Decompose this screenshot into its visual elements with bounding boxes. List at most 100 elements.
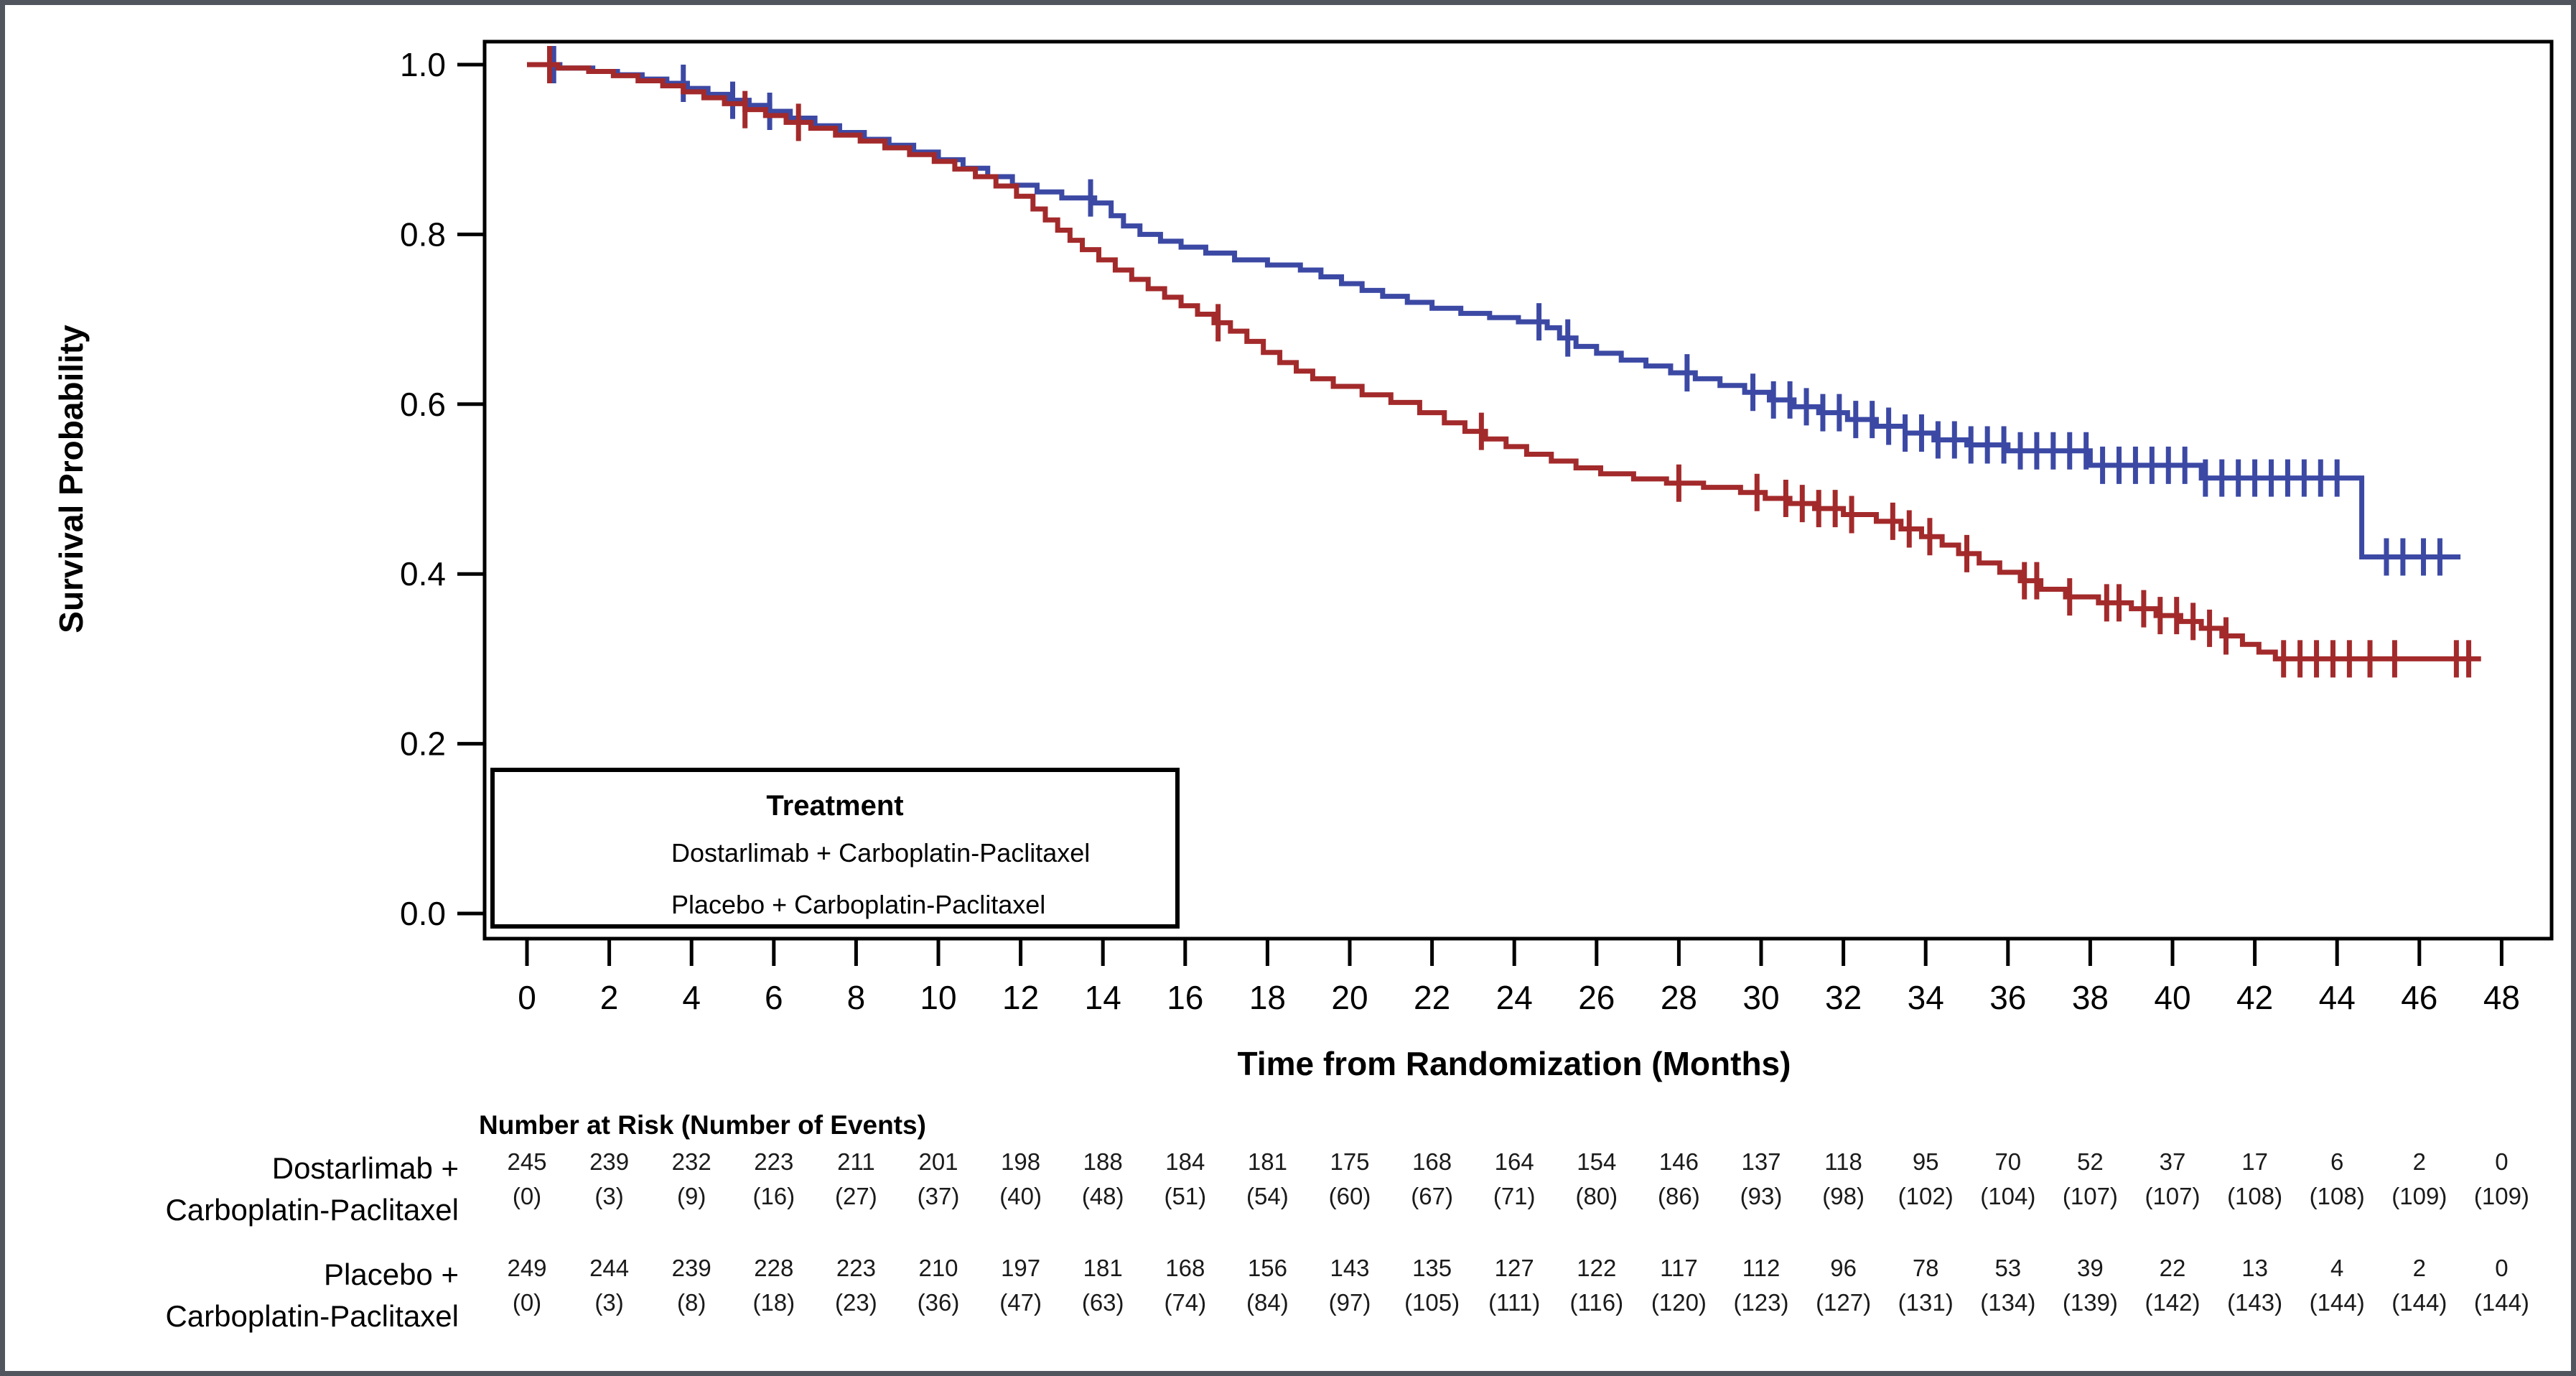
risk-events: (104) — [1980, 1183, 2035, 1209]
risk-events: (144) — [2391, 1289, 2447, 1316]
x-tick-label: 16 — [1167, 979, 1203, 1016]
risk-events: (3) — [594, 1183, 623, 1209]
risk-events: (8) — [677, 1289, 706, 1316]
risk-events: (16) — [752, 1183, 795, 1209]
x-tick-label: 38 — [2072, 979, 2109, 1016]
risk-count: 168 — [1165, 1255, 1205, 1281]
risk-events: (98) — [1822, 1183, 1865, 1209]
y-tick-label: 0.4 — [400, 555, 446, 592]
risk-events: (144) — [2310, 1289, 2365, 1316]
x-tick-label: 26 — [1578, 979, 1615, 1016]
legend-title: Treatment — [766, 790, 903, 822]
risk-events: (107) — [2063, 1183, 2118, 1209]
x-tick-label: 24 — [1496, 979, 1533, 1016]
risk-count: 0 — [2495, 1148, 2508, 1175]
risk-events: (97) — [1329, 1289, 1371, 1316]
risk-count: 53 — [1994, 1255, 2021, 1281]
y-tick-label: 0.6 — [400, 386, 446, 423]
x-tick-label: 12 — [1002, 979, 1039, 1016]
risk-count: 118 — [1824, 1148, 1862, 1175]
risk-count: 2 — [2413, 1148, 2426, 1175]
risk-events: (37) — [918, 1183, 960, 1209]
risk-events: (127) — [1816, 1289, 1871, 1316]
risk-count: 201 — [918, 1148, 958, 1175]
legend: Treatment Dostarlimab + Carboplatin-Pacl… — [490, 768, 1180, 929]
risk-events: (109) — [2391, 1183, 2447, 1209]
risk-events: (0) — [513, 1183, 541, 1209]
x-tick-label: 34 — [1908, 979, 1944, 1016]
risk-row2-label-line1: Placebo + — [324, 1258, 459, 1291]
risk-events: (67) — [1411, 1183, 1453, 1209]
risk-count: 228 — [754, 1255, 793, 1281]
risk-count: 17 — [2241, 1148, 2268, 1175]
risk-count: 78 — [1913, 1255, 1939, 1281]
risk-row2-label-line2: Carboplatin-Paclitaxel — [165, 1299, 459, 1333]
y-tick-label: 1.0 — [400, 46, 446, 83]
risk-count: 96 — [1830, 1255, 1857, 1281]
risk-count: 143 — [1330, 1255, 1369, 1281]
km-survival-chart: 1.00.80.60.40.20.00 2 4 6 8 10 12 14 16 18 20 22 24 2… — [52, 39, 2554, 1333]
risk-count: 198 — [1001, 1148, 1040, 1175]
risk-events: (9) — [677, 1183, 706, 1209]
risk-events: (40) — [999, 1183, 1042, 1209]
x-tick-label: 18 — [1249, 979, 1286, 1016]
risk-events: (143) — [2227, 1289, 2282, 1316]
risk-events: (131) — [1898, 1289, 1954, 1316]
risk-count: 112 — [1742, 1255, 1781, 1281]
x-tick-label: 40 — [2154, 979, 2190, 1016]
risk-events: (93) — [1740, 1183, 1783, 1209]
x-tick-label: 0 — [518, 979, 536, 1016]
risk-count: 188 — [1083, 1148, 1123, 1175]
risk-events: (105) — [1404, 1289, 1460, 1316]
risk-row1-label-line1: Dostarlimab + — [272, 1151, 459, 1185]
km-curve-placebo — [527, 62, 2481, 661]
risk-events: (27) — [835, 1183, 877, 1209]
risk-count: 239 — [672, 1255, 711, 1281]
legend-entry-placebo-label: Placebo + Carboplatin-Paclitaxel — [671, 890, 1045, 919]
km-curve-dostarlimab — [527, 62, 2461, 560]
x-tick-label: 22 — [1414, 979, 1450, 1016]
x-tick-label: 44 — [2319, 979, 2356, 1016]
x-tick-label: 2 — [600, 979, 619, 1016]
risk-count: 197 — [1001, 1255, 1040, 1281]
risk-events: (107) — [2145, 1183, 2200, 1209]
risk-count: 52 — [2077, 1148, 2104, 1175]
risk-count: 6 — [2330, 1148, 2343, 1175]
risk-events: (0) — [513, 1289, 541, 1316]
y-tick-label: 0.8 — [400, 215, 446, 253]
risk-events: (23) — [835, 1289, 877, 1316]
x-tick-label: 48 — [2483, 979, 2520, 1016]
risk-events: (74) — [1164, 1289, 1206, 1316]
risk-events: (54) — [1246, 1183, 1289, 1209]
x-tick-label: 28 — [1661, 979, 1697, 1016]
risk-count: 223 — [754, 1148, 793, 1175]
x-tick-label: 14 — [1085, 979, 1121, 1016]
risk-events: (48) — [1082, 1183, 1124, 1209]
risk-count: 117 — [1660, 1255, 1698, 1281]
risk-count: 239 — [589, 1148, 629, 1175]
risk-count: 0 — [2495, 1255, 2508, 1281]
y-tick-label: 0.2 — [400, 725, 446, 763]
x-tick-label: 10 — [920, 979, 956, 1016]
risk-events: (102) — [1898, 1183, 1954, 1209]
risk-count: 181 — [1248, 1148, 1287, 1175]
risk-count: 210 — [918, 1255, 958, 1281]
risk-events: (116) — [1570, 1289, 1624, 1316]
risk-events: (71) — [1493, 1183, 1536, 1209]
risk-count: 181 — [1083, 1255, 1123, 1281]
risk-events: (60) — [1329, 1183, 1371, 1209]
x-tick-label: 8 — [847, 979, 866, 1016]
risk-count: 70 — [1994, 1148, 2021, 1175]
x-axis-title: Time from Randomization (Months) — [1238, 1045, 1791, 1082]
risk-events: (123) — [1733, 1289, 1788, 1316]
risk-count: 184 — [1165, 1148, 1205, 1175]
risk-events: (108) — [2310, 1183, 2365, 1209]
risk-count: 135 — [1412, 1255, 1452, 1281]
risk-events: (84) — [1246, 1289, 1289, 1316]
risk-count: 156 — [1248, 1255, 1287, 1281]
risk-count: 95 — [1913, 1148, 1939, 1175]
risk-count: 37 — [2160, 1148, 2186, 1175]
risk-count: 137 — [1741, 1148, 1781, 1175]
x-tick-label: 20 — [1331, 979, 1368, 1016]
